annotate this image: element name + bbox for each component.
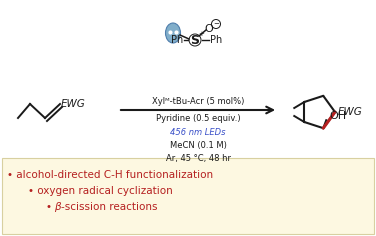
Text: S: S	[191, 34, 200, 46]
FancyBboxPatch shape	[2, 158, 374, 234]
Text: −: −	[213, 21, 219, 27]
Text: EWG: EWG	[338, 107, 363, 117]
Text: EWG: EWG	[61, 99, 86, 109]
Text: Pyridine (0.5 equiv.): Pyridine (0.5 equiv.)	[156, 114, 240, 123]
Text: O: O	[205, 24, 213, 34]
Text: •: •	[46, 202, 55, 212]
Text: • alcohol-directed C-H functionalization: • alcohol-directed C-H functionalization	[7, 170, 213, 180]
Text: • oxygen radical cyclization: • oxygen radical cyclization	[28, 186, 173, 196]
Text: MeCN (0.1 M): MeCN (0.1 M)	[170, 141, 226, 150]
Text: β: β	[54, 202, 61, 212]
Text: Xylᴹ-tBu-Acr (5 mol%): Xylᴹ-tBu-Acr (5 mol%)	[152, 97, 244, 106]
Text: OH: OH	[329, 111, 346, 121]
Text: Ph: Ph	[171, 35, 183, 45]
Text: 456 nm LEDs: 456 nm LEDs	[170, 128, 226, 137]
Text: -scission reactions: -scission reactions	[61, 202, 158, 212]
Text: Ar, 45 °C, 48 hr: Ar, 45 °C, 48 hr	[165, 154, 230, 163]
Ellipse shape	[165, 23, 180, 43]
Text: Ph: Ph	[210, 35, 222, 45]
Text: +: +	[198, 31, 204, 37]
